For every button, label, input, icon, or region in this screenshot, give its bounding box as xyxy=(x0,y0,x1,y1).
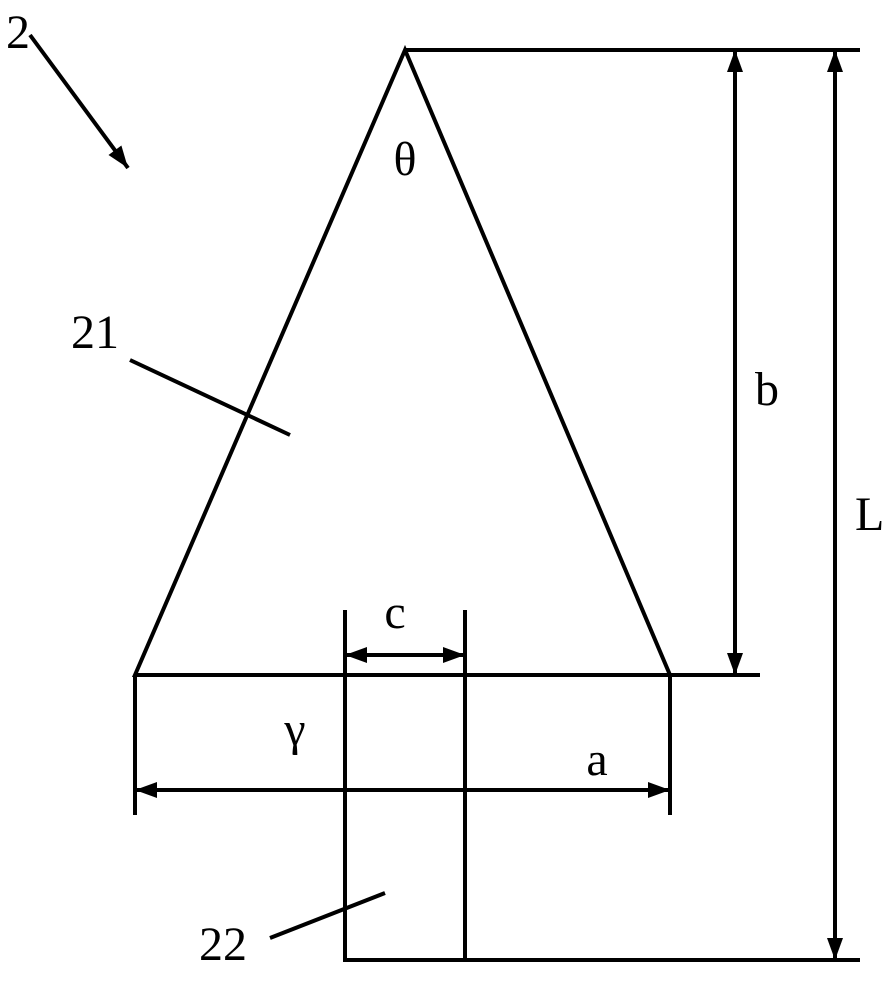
dim-L-label: L xyxy=(855,488,884,541)
callout-2: 2 xyxy=(6,6,30,59)
dim-b-label: b xyxy=(755,363,779,416)
callout-22: 22 xyxy=(199,918,247,971)
theta-label: θ xyxy=(394,133,417,186)
dim-c-label: c xyxy=(384,586,405,639)
gamma-label: γ xyxy=(283,703,305,756)
callout-21: 21 xyxy=(71,306,119,359)
dim-a-label: a xyxy=(586,733,607,786)
